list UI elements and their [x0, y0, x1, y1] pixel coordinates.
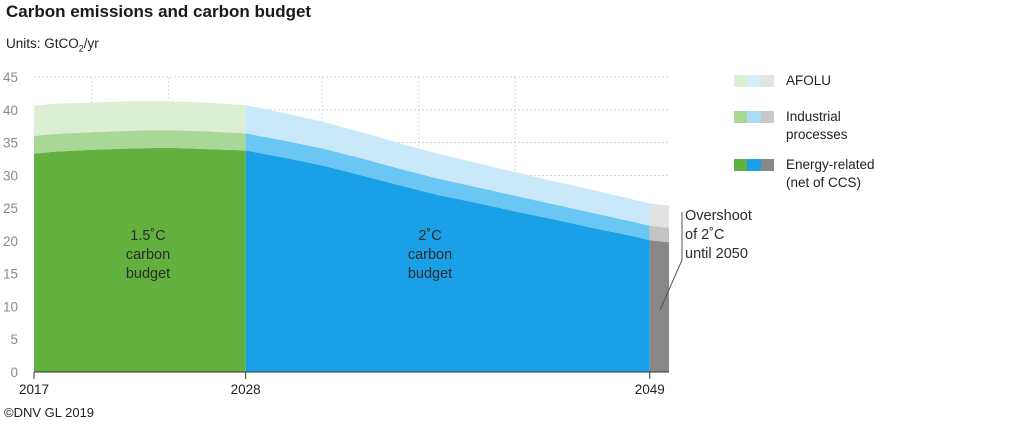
- budget-1-5-label: 1.5˚C carbon budget: [126, 228, 170, 282]
- industrial-processes-area: [245, 133, 650, 241]
- overshoot-label-line: until 2050: [685, 246, 748, 262]
- y-tick-label: 30: [3, 168, 18, 183]
- budget-2-label-line: 2˚C: [418, 228, 441, 244]
- y-tick-label: 40: [3, 103, 18, 118]
- units-prefix: Units: GtCO: [6, 36, 79, 51]
- y-tick-label: 15: [3, 267, 18, 282]
- legend-swatch-industrial: [734, 111, 774, 123]
- afolu-area: [649, 203, 669, 228]
- x-tick-label: 2049: [635, 382, 665, 397]
- legend-label-afolu: AFOLU: [786, 73, 832, 88]
- overshoot-label-line: of 2˚C: [685, 227, 725, 243]
- swatch-blue: [747, 159, 761, 171]
- overshoot-label-line: Overshoot: [685, 208, 752, 224]
- afolu-area: [245, 105, 650, 226]
- swatch-grey: [760, 75, 774, 87]
- units-subscript: 2: [78, 43, 84, 54]
- overshoot-pointer: [659, 259, 683, 311]
- legend-swatch-energy: [734, 159, 774, 171]
- swatch-grey: [760, 159, 774, 171]
- y-tick-label: 45: [3, 70, 18, 85]
- budget-2-label-line: carbon: [408, 247, 452, 263]
- legend-swatch-afolu: [734, 75, 774, 87]
- legend-label-energy: Energy-related (net of CCS): [786, 157, 875, 190]
- chart-areas: [34, 101, 669, 372]
- energy-related-area: [649, 240, 669, 372]
- afolu-area: [34, 101, 246, 136]
- swatch-blue: [747, 111, 761, 123]
- swatch-blue: [747, 75, 761, 87]
- industrial-processes-area: [649, 225, 669, 243]
- industrial-processes-area: [34, 130, 246, 154]
- y-tick-label: 20: [3, 234, 18, 249]
- chart-title: Carbon emissions and carbon budget: [6, 2, 312, 21]
- swatch-green: [734, 111, 748, 123]
- budget-1-5-label-line: carbon: [126, 247, 170, 263]
- units-suffix: /yr: [83, 36, 99, 51]
- budget-2-label: 2˚C carbon budget: [408, 228, 452, 282]
- chart-annotations: 1.5˚C carbon budget 2˚C carbon budget Overshoo…: [126, 208, 752, 311]
- energy-related-area: [245, 150, 650, 372]
- budget-1-5-label-line: 1.5˚C: [130, 228, 165, 244]
- x-tick-label: 2017: [19, 382, 49, 397]
- budget-2-label-line: budget: [408, 266, 452, 282]
- units-label: Units: GtCO2/yr: [6, 36, 99, 54]
- copyright-credit: ©DNV GL 2019: [4, 405, 95, 420]
- y-tick-label: 10: [3, 299, 18, 314]
- energy-related-area: [34, 147, 246, 372]
- y-tick-label: 25: [3, 201, 18, 216]
- y-tick-label: 35: [3, 136, 18, 151]
- y-tick-label: 0: [10, 365, 18, 380]
- swatch-green: [734, 159, 748, 171]
- y-tick-label: 5: [10, 332, 18, 347]
- chart-axes: 0 5 10 15 20 25 30 35 40 45 2017 2028 2049: [3, 70, 669, 397]
- budget-1-5-label-line: budget: [126, 266, 170, 282]
- x-tick-label: 2028: [231, 382, 261, 397]
- overshoot-label: Overshoot of 2˚C until 2050: [685, 208, 752, 262]
- swatch-green: [734, 75, 748, 87]
- legend-label-industrial: Industrial processes: [786, 109, 848, 142]
- swatch-grey: [760, 111, 774, 123]
